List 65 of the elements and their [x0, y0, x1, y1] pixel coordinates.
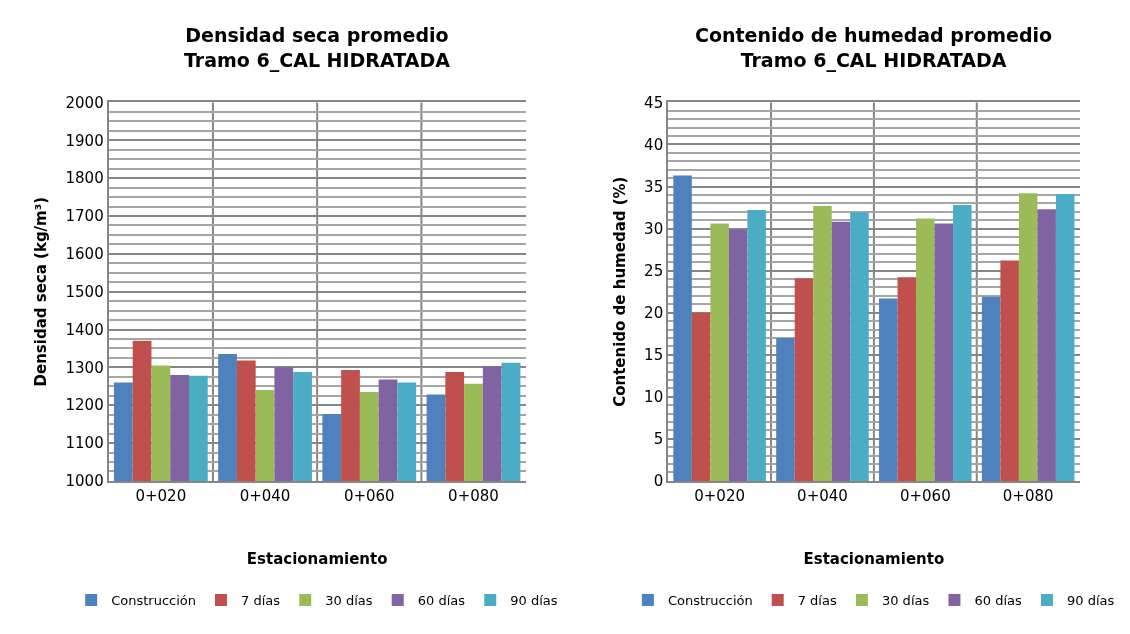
bar	[776, 337, 795, 481]
bar	[831, 221, 851, 481]
y-tick-label: 35	[644, 177, 664, 196]
bar	[813, 205, 832, 481]
y-tick-label: 1000	[65, 472, 104, 491]
y-tick-label: 1200	[65, 396, 104, 415]
legend-label: Construcción	[111, 593, 196, 609]
bar	[710, 223, 729, 481]
y-tick-label: 1500	[65, 282, 104, 301]
y-tick-label: 1900	[65, 131, 104, 150]
bar	[747, 210, 766, 481]
legend-label: 60 días	[974, 593, 1022, 609]
bar	[953, 205, 972, 481]
legend-label: Construcción	[667, 593, 753, 609]
bar	[1000, 260, 1019, 481]
y-tick-label: 0	[653, 472, 664, 491]
y-tick-label: 2000	[65, 93, 104, 112]
y-tick-label: 45	[644, 93, 664, 112]
legend-label: 60 días	[417, 593, 466, 609]
legend-label: 30 días	[881, 593, 930, 609]
x-axis-title: Estacionamiento	[246, 550, 388, 569]
bar	[934, 223, 954, 481]
bar	[673, 175, 692, 481]
legend-label: 7 días	[240, 593, 281, 609]
y-tick-label: 1800	[65, 169, 104, 188]
y-tick-label: 1600	[65, 245, 104, 264]
y-tick-label: 15	[644, 346, 664, 364]
chart-title: Contenido de humedad promedio Tramo 6_CAL HIDRATADA	[695, 24, 1053, 72]
y-tick-label: 5	[653, 430, 664, 449]
y-axis-title: Contenido de humedad (%)	[610, 176, 629, 407]
legend-label: 90 días	[1066, 593, 1115, 609]
legend-label: 90 días	[510, 593, 558, 609]
x-tick-label: 0+080	[448, 486, 499, 505]
bar	[850, 212, 869, 481]
y-axis-title: Densidad seca (kg/m³)	[32, 196, 51, 387]
bar	[916, 218, 935, 481]
bar	[879, 298, 898, 481]
y-tick-label: 30	[644, 219, 664, 238]
legend-label: 30 días	[325, 593, 373, 609]
x-tick-label: 0+020	[135, 486, 187, 505]
x-tick-label: 0+060	[343, 486, 395, 505]
bar	[981, 296, 1001, 481]
y-tick-label: 1100	[65, 434, 104, 453]
bar	[897, 277, 917, 481]
bar	[1018, 193, 1038, 481]
legend-label: 7 días	[797, 593, 837, 609]
x-axis-title: Estacionamiento	[803, 550, 945, 569]
y-tick-label: 1300	[65, 358, 104, 377]
y-tick-label: 40	[644, 135, 664, 154]
y-tick-label: 1400	[65, 320, 104, 339]
x-tick-label: 0+060	[899, 486, 951, 505]
bar	[794, 278, 814, 481]
x-tick-label: 0+040	[239, 486, 291, 505]
y-tick-label: 10	[644, 388, 664, 407]
x-tick-label: 0+080	[1002, 486, 1054, 505]
x-tick-label: 0+040	[797, 486, 848, 505]
y-tick-label: 20	[644, 303, 664, 322]
chart-title: Densidad seca promedio Tramo 6_CAL HIDRATADA	[184, 24, 451, 72]
bar	[728, 229, 748, 481]
bar	[1037, 209, 1056, 481]
bar	[1055, 194, 1075, 481]
y-tick-label: 25	[644, 261, 664, 280]
x-tick-label: 0+020	[694, 486, 745, 505]
y-tick-label: 1700	[65, 207, 104, 226]
bar	[691, 312, 711, 481]
